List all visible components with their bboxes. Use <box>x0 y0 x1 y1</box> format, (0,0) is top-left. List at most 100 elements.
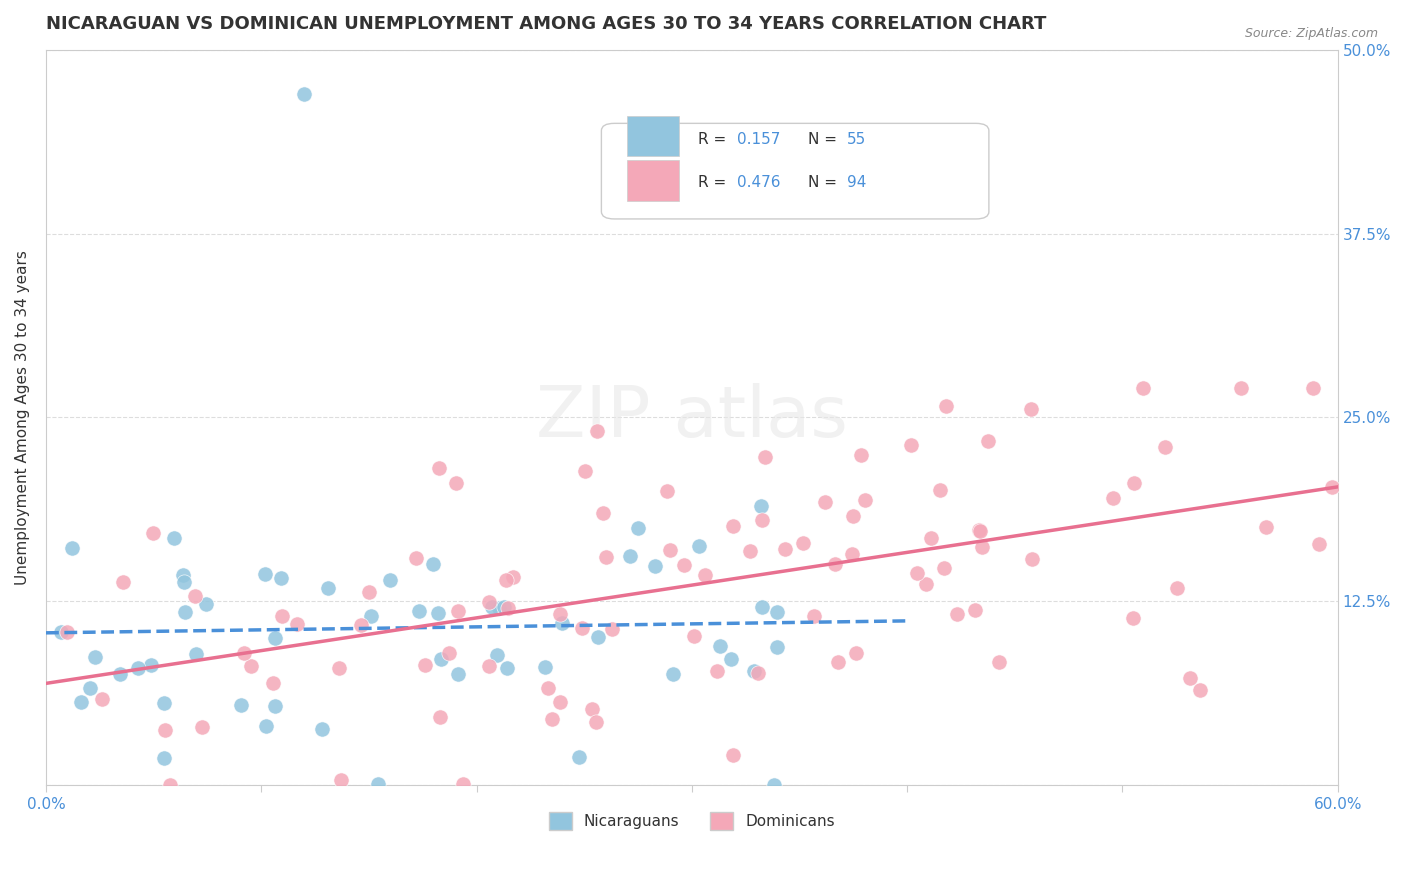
Point <box>845 646 868 660</box>
Point <box>706 665 728 679</box>
Point <box>571 621 593 635</box>
FancyBboxPatch shape <box>602 123 988 219</box>
Point <box>841 547 863 561</box>
Point <box>827 656 849 670</box>
Point <box>502 570 524 584</box>
Text: 0.157: 0.157 <box>737 132 780 147</box>
Point <box>405 551 427 566</box>
Text: ZIP atlas: ZIP atlas <box>536 383 848 452</box>
Point <box>184 589 207 603</box>
Point <box>541 712 564 726</box>
Point <box>765 640 787 654</box>
Point <box>749 500 772 514</box>
Point <box>429 710 451 724</box>
Point <box>721 519 744 533</box>
Point <box>619 549 641 564</box>
Point <box>1154 440 1177 454</box>
Text: 55: 55 <box>846 132 866 147</box>
Point <box>695 567 717 582</box>
Point <box>709 639 731 653</box>
Point <box>408 605 430 619</box>
Point <box>415 657 437 672</box>
Point <box>662 666 685 681</box>
Point <box>672 558 695 572</box>
Point <box>492 599 515 614</box>
Point <box>191 720 214 734</box>
Point <box>970 541 993 555</box>
Point <box>254 718 277 732</box>
Point <box>127 661 149 675</box>
Point <box>1320 480 1343 494</box>
Point <box>751 512 773 526</box>
Point <box>1102 491 1125 505</box>
Bar <box>627 161 679 201</box>
Point <box>1230 381 1253 395</box>
Text: R =: R = <box>699 175 731 190</box>
Point <box>1123 475 1146 490</box>
Text: Source: ZipAtlas.com: Source: ZipAtlas.com <box>1244 27 1378 40</box>
Point <box>945 607 967 621</box>
Point <box>742 665 765 679</box>
Point <box>720 652 742 666</box>
Point <box>262 676 284 690</box>
Point <box>350 617 373 632</box>
Point <box>803 609 825 624</box>
Point <box>486 648 509 663</box>
Point <box>495 574 517 588</box>
Point <box>270 571 292 585</box>
Point <box>907 566 929 581</box>
Point <box>422 557 444 571</box>
Point <box>824 557 846 571</box>
Text: N =: N = <box>808 132 842 147</box>
Point <box>173 574 195 589</box>
Point <box>849 448 872 462</box>
Point <box>775 542 797 557</box>
Point <box>427 460 450 475</box>
Point <box>79 681 101 695</box>
Point <box>186 647 208 661</box>
Point <box>51 625 73 640</box>
Text: 94: 94 <box>846 175 866 190</box>
Point <box>548 695 571 709</box>
Point <box>328 661 350 675</box>
Point <box>602 622 624 636</box>
Point <box>496 601 519 615</box>
Point <box>751 600 773 615</box>
Point <box>747 666 769 681</box>
Point <box>478 595 501 609</box>
Point <box>481 600 503 615</box>
Point <box>153 723 176 738</box>
Point <box>585 714 607 729</box>
Point <box>232 646 254 660</box>
Point <box>1302 381 1324 395</box>
Point <box>159 778 181 792</box>
Point <box>378 573 401 587</box>
Point <box>264 632 287 646</box>
Point <box>56 625 79 640</box>
Point <box>969 524 991 538</box>
Text: N =: N = <box>808 175 842 190</box>
Point <box>426 606 449 620</box>
Text: NICARAGUAN VS DOMINICAN UNEMPLOYMENT AMONG AGES 30 TO 34 YEARS CORRELATION CHART: NICARAGUAN VS DOMINICAN UNEMPLOYMENT AMO… <box>46 15 1046 33</box>
Text: R =: R = <box>699 132 731 147</box>
Point <box>488 601 510 615</box>
Point <box>240 658 263 673</box>
Point <box>451 777 474 791</box>
Point <box>765 605 787 619</box>
Point <box>967 523 990 537</box>
Point <box>174 605 197 619</box>
Bar <box>627 116 679 156</box>
Point <box>108 667 131 681</box>
Point <box>585 424 607 438</box>
Point <box>976 434 998 449</box>
Point <box>928 483 950 497</box>
Point <box>595 549 617 564</box>
Point <box>754 450 776 464</box>
Point <box>644 558 666 573</box>
Point <box>254 567 277 582</box>
Point <box>550 616 572 631</box>
Point <box>311 723 333 737</box>
Point <box>592 506 614 520</box>
Point <box>316 582 339 596</box>
Point <box>915 577 938 591</box>
